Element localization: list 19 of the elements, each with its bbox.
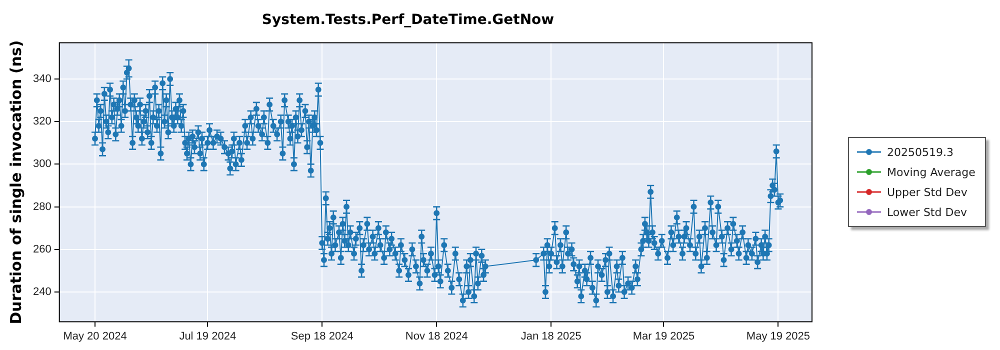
chart-title: System.Tests.Perf_DateTime.GetNow bbox=[262, 12, 554, 28]
legend-label: 20250519.3 bbox=[887, 146, 954, 158]
y-tick-label: 300 bbox=[32, 158, 52, 170]
x-tick-label: May 19 2025 bbox=[746, 330, 810, 342]
y-tick-label: 260 bbox=[32, 243, 52, 256]
y-tick-label: 320 bbox=[32, 116, 52, 128]
x-tick-label: Jan 18 2025 bbox=[520, 330, 582, 342]
x-tick-label: Mar 19 2025 bbox=[632, 330, 695, 342]
y-axis-title: Duration of single invocation (ns) bbox=[6, 40, 25, 324]
y-tick-label: 240 bbox=[32, 286, 52, 298]
legend-label: Lower Std Dev bbox=[887, 206, 967, 218]
y-tick-label: 340 bbox=[32, 73, 52, 86]
y-tick-label: 280 bbox=[32, 200, 52, 213]
x-tick-label: Jul 19 2024 bbox=[179, 330, 236, 342]
x-tick-label: Nov 18 2024 bbox=[405, 330, 468, 342]
x-tick-label: May 20 2024 bbox=[63, 330, 127, 342]
legend-label: Upper Std Dev bbox=[887, 186, 968, 198]
x-tick-label: Sep 18 2024 bbox=[290, 330, 354, 342]
legend-label: Moving Average bbox=[887, 166, 976, 178]
